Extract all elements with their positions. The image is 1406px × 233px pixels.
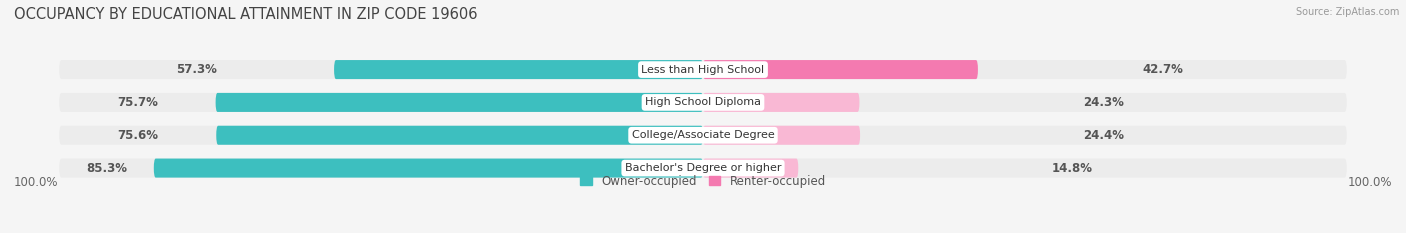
- FancyBboxPatch shape: [153, 159, 703, 178]
- FancyBboxPatch shape: [335, 60, 703, 79]
- Text: 75.7%: 75.7%: [117, 96, 157, 109]
- Text: 100.0%: 100.0%: [14, 176, 59, 189]
- Text: College/Associate Degree: College/Associate Degree: [631, 130, 775, 140]
- FancyBboxPatch shape: [703, 159, 799, 178]
- FancyBboxPatch shape: [59, 93, 1347, 112]
- FancyBboxPatch shape: [59, 60, 1347, 79]
- Text: OCCUPANCY BY EDUCATIONAL ATTAINMENT IN ZIP CODE 19606: OCCUPANCY BY EDUCATIONAL ATTAINMENT IN Z…: [14, 7, 478, 22]
- FancyBboxPatch shape: [703, 93, 859, 112]
- Text: High School Diploma: High School Diploma: [645, 97, 761, 107]
- FancyBboxPatch shape: [217, 126, 703, 145]
- Text: Less than High School: Less than High School: [641, 65, 765, 75]
- Text: 24.3%: 24.3%: [1083, 96, 1123, 109]
- Text: 24.4%: 24.4%: [1083, 129, 1123, 142]
- Text: 42.7%: 42.7%: [1142, 63, 1182, 76]
- Text: 57.3%: 57.3%: [176, 63, 217, 76]
- Legend: Owner-occupied, Renter-occupied: Owner-occupied, Renter-occupied: [575, 170, 831, 192]
- FancyBboxPatch shape: [703, 60, 979, 79]
- Text: 14.8%: 14.8%: [1052, 161, 1092, 175]
- FancyBboxPatch shape: [703, 126, 860, 145]
- FancyBboxPatch shape: [59, 126, 1347, 145]
- Text: Source: ZipAtlas.com: Source: ZipAtlas.com: [1295, 7, 1399, 17]
- Text: 75.6%: 75.6%: [117, 129, 159, 142]
- Text: 85.3%: 85.3%: [86, 161, 127, 175]
- Text: 100.0%: 100.0%: [1347, 176, 1392, 189]
- Text: Bachelor's Degree or higher: Bachelor's Degree or higher: [624, 163, 782, 173]
- FancyBboxPatch shape: [59, 159, 1347, 178]
- FancyBboxPatch shape: [215, 93, 703, 112]
